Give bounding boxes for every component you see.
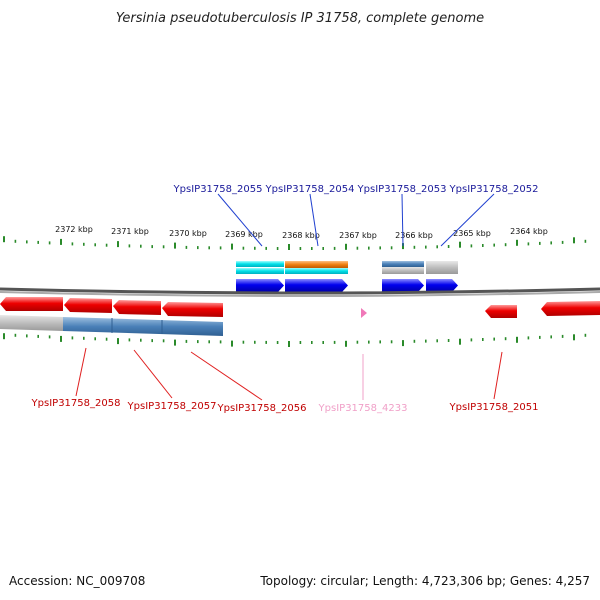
- feature-bar-steel[interactable]: [382, 261, 424, 267]
- gene-label[interactable]: YpsIP31758_2056: [217, 403, 307, 414]
- gene-arrow-reverse[interactable]: [113, 300, 161, 315]
- gene-arrow-pink[interactable]: [361, 308, 367, 318]
- gene-arrow-forward[interactable]: [285, 279, 348, 292]
- feature-bar-gray[interactable]: [426, 261, 458, 274]
- kbp-label: 2367 kbp: [339, 231, 377, 240]
- accession-text: Accession: NC_009708: [9, 574, 146, 588]
- leader-line: [217, 193, 263, 247]
- gene-label[interactable]: YpsIP31758_2054: [265, 184, 355, 195]
- feature-bar-cyan[interactable]: [236, 268, 284, 274]
- kbp-label: 2372 kbp: [55, 225, 93, 234]
- leader-line: [309, 193, 319, 247]
- feature-bar-cyan[interactable]: [236, 261, 284, 267]
- gene-arrow-reverse[interactable]: [541, 301, 600, 316]
- gene-label[interactable]: YpsIP31758_4233: [318, 403, 408, 414]
- gene-label[interactable]: YpsIP31758_2057: [127, 401, 217, 412]
- leader-line: [190, 351, 263, 401]
- gene-label[interactable]: YpsIP31758_2052: [449, 184, 539, 195]
- genome-summary-text: Topology: circular; Length: 4,723,306 bp…: [260, 574, 590, 588]
- backbone-outer: [0, 287, 600, 295]
- gene-arrow-forward[interactable]: [426, 279, 458, 292]
- gene-arrow-reverse[interactable]: [162, 302, 223, 317]
- leader-line: [493, 351, 503, 400]
- genome-title: Yersinia pseudotuberculosis IP 31758, co…: [116, 11, 484, 26]
- outer-tick-track: [3, 236, 587, 250]
- kbp-label: 2366 kbp: [395, 231, 433, 240]
- feature-bar-gray[interactable]: [0, 315, 63, 331]
- gene-label[interactable]: YpsIP31758_2051: [449, 402, 539, 413]
- leader-line: [75, 347, 87, 397]
- kbp-label: 2370 kbp: [169, 229, 207, 238]
- bottom-feature-track: [0, 315, 223, 336]
- reverse-strand-genes: [0, 297, 600, 318]
- kbp-label: 2364 kbp: [510, 227, 548, 236]
- feature-bar-orange[interactable]: [285, 261, 348, 268]
- feature-bar-cyan[interactable]: [285, 268, 348, 274]
- gene-arrow-reverse[interactable]: [0, 297, 63, 311]
- kbp-label: 2368 kbp: [282, 231, 320, 240]
- gene-label[interactable]: YpsIP31758_2058: [31, 398, 121, 409]
- feature-bar-steel[interactable]: [63, 317, 223, 336]
- forward-strand-genes: [236, 279, 458, 292]
- backbone-inner: [0, 291, 600, 297]
- kbp-label: 2365 kbp: [453, 229, 491, 238]
- gene-arrow-forward[interactable]: [236, 279, 284, 292]
- gene-arrow-reverse[interactable]: [485, 305, 517, 318]
- top-feature-track: [236, 261, 458, 274]
- leader-line: [133, 349, 173, 399]
- kbp-label: 2369 kbp: [225, 230, 263, 239]
- kbp-label: 2371 kbp: [111, 227, 149, 236]
- gene-label[interactable]: YpsIP31758_2053: [357, 184, 447, 195]
- gene-label[interactable]: YpsIP31758_2055: [173, 184, 263, 195]
- leader-line: [440, 193, 495, 247]
- bottom-gene-labels: YpsIP31758_2058 YpsIP31758_2057 YpsIP317…: [31, 398, 539, 414]
- top-leader-lines: [217, 193, 495, 247]
- gene-arrow-forward[interactable]: [382, 279, 424, 292]
- feature-bar-gray[interactable]: [382, 267, 424, 274]
- bottom-leader-lines: [75, 347, 503, 401]
- inner-tick-track: [3, 333, 587, 347]
- gene-arrow-reverse[interactable]: [64, 298, 112, 313]
- kbp-scale: 2372 kbp 2371 kbp 2370 kbp 2369 kbp 2368…: [55, 225, 548, 240]
- leader-line: [401, 193, 404, 247]
- top-gene-labels: YpsIP31758_2055 YpsIP31758_2054 YpsIP317…: [173, 184, 539, 195]
